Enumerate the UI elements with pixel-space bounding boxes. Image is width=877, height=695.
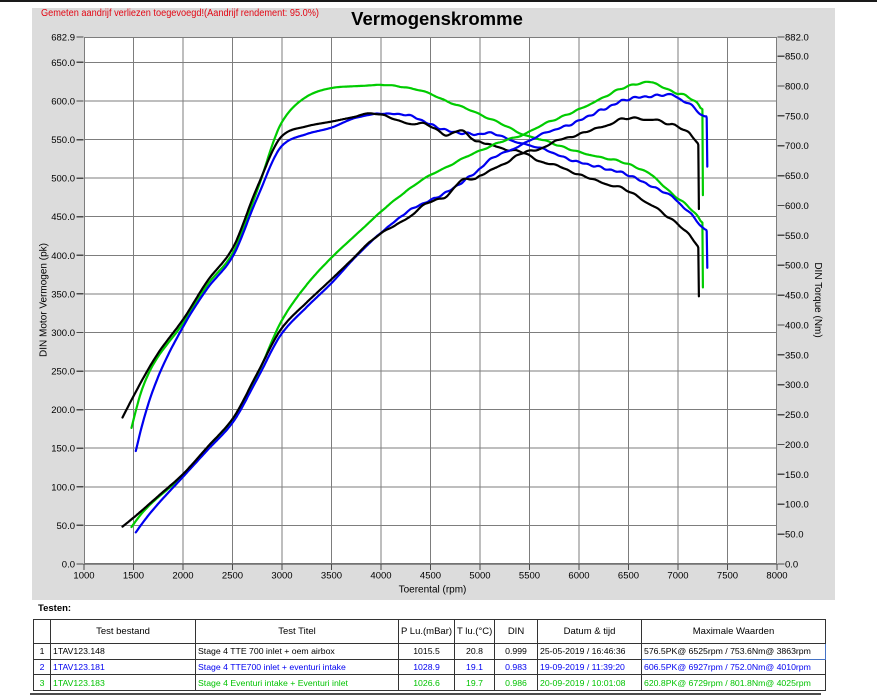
svg-text:Vermogenskromme: Vermogenskromme bbox=[351, 8, 523, 29]
svg-text:4000: 4000 bbox=[370, 571, 391, 582]
svg-text:6500: 6500 bbox=[618, 571, 639, 582]
svg-text:1000: 1000 bbox=[73, 571, 94, 582]
svg-text:550.0: 550.0 bbox=[785, 231, 809, 242]
svg-text:7000: 7000 bbox=[667, 571, 688, 582]
svg-text:550.0: 550.0 bbox=[51, 135, 75, 146]
svg-text:100.0: 100.0 bbox=[51, 482, 75, 493]
svg-text:Toerental (rpm): Toerental (rpm) bbox=[399, 585, 467, 596]
svg-text:4500: 4500 bbox=[420, 571, 441, 582]
svg-text:6000: 6000 bbox=[568, 571, 589, 582]
svg-text:450.0: 450.0 bbox=[51, 212, 75, 223]
svg-text:650.0: 650.0 bbox=[51, 58, 75, 69]
svg-text:2000: 2000 bbox=[172, 571, 193, 582]
svg-text:1500: 1500 bbox=[123, 571, 144, 582]
svg-text:250.0: 250.0 bbox=[51, 367, 75, 378]
svg-text:5500: 5500 bbox=[519, 571, 540, 582]
svg-text:200.0: 200.0 bbox=[51, 405, 75, 416]
svg-text:8000: 8000 bbox=[766, 571, 787, 582]
svg-text:5000: 5000 bbox=[469, 571, 490, 582]
svg-text:0.0: 0.0 bbox=[785, 560, 798, 571]
svg-text:50.0: 50.0 bbox=[785, 530, 804, 541]
svg-text:700.0: 700.0 bbox=[785, 141, 809, 152]
svg-text:450.0: 450.0 bbox=[785, 291, 809, 302]
svg-text:850.0: 850.0 bbox=[785, 52, 809, 63]
svg-text:400.0: 400.0 bbox=[51, 251, 75, 262]
svg-text:DIN Motor Vermogen (pk): DIN Motor Vermogen (pk) bbox=[39, 243, 50, 357]
svg-text:350.0: 350.0 bbox=[51, 289, 75, 300]
svg-text:300.0: 300.0 bbox=[785, 380, 809, 391]
svg-text:Gemeten aandrijf verliezen toe: Gemeten aandrijf verliezen toegevoegd!(A… bbox=[41, 8, 319, 19]
svg-text:DIN Torque (Nm): DIN Torque (Nm) bbox=[812, 262, 823, 337]
svg-text:250.0: 250.0 bbox=[785, 410, 809, 421]
svg-text:500.0: 500.0 bbox=[51, 174, 75, 185]
svg-text:150.0: 150.0 bbox=[785, 470, 809, 481]
svg-text:600.0: 600.0 bbox=[785, 201, 809, 212]
svg-text:800.0: 800.0 bbox=[785, 82, 809, 93]
svg-text:3500: 3500 bbox=[321, 571, 342, 582]
svg-text:150.0: 150.0 bbox=[51, 444, 75, 455]
svg-text:300.0: 300.0 bbox=[51, 328, 75, 339]
svg-text:600.0: 600.0 bbox=[51, 97, 75, 108]
svg-text:100.0: 100.0 bbox=[785, 500, 809, 511]
svg-text:3000: 3000 bbox=[271, 571, 292, 582]
svg-text:682.9: 682.9 bbox=[51, 33, 75, 44]
svg-text:0.0: 0.0 bbox=[62, 560, 75, 571]
svg-text:650.0: 650.0 bbox=[785, 171, 809, 182]
svg-text:750.0: 750.0 bbox=[785, 111, 809, 122]
svg-text:500.0: 500.0 bbox=[785, 261, 809, 272]
svg-text:882.0: 882.0 bbox=[785, 33, 809, 44]
svg-text:50.0: 50.0 bbox=[57, 521, 76, 532]
svg-text:350.0: 350.0 bbox=[785, 350, 809, 361]
svg-text:400.0: 400.0 bbox=[785, 321, 809, 332]
svg-text:7500: 7500 bbox=[717, 571, 738, 582]
svg-text:200.0: 200.0 bbox=[785, 440, 809, 451]
svg-text:2500: 2500 bbox=[222, 571, 243, 582]
